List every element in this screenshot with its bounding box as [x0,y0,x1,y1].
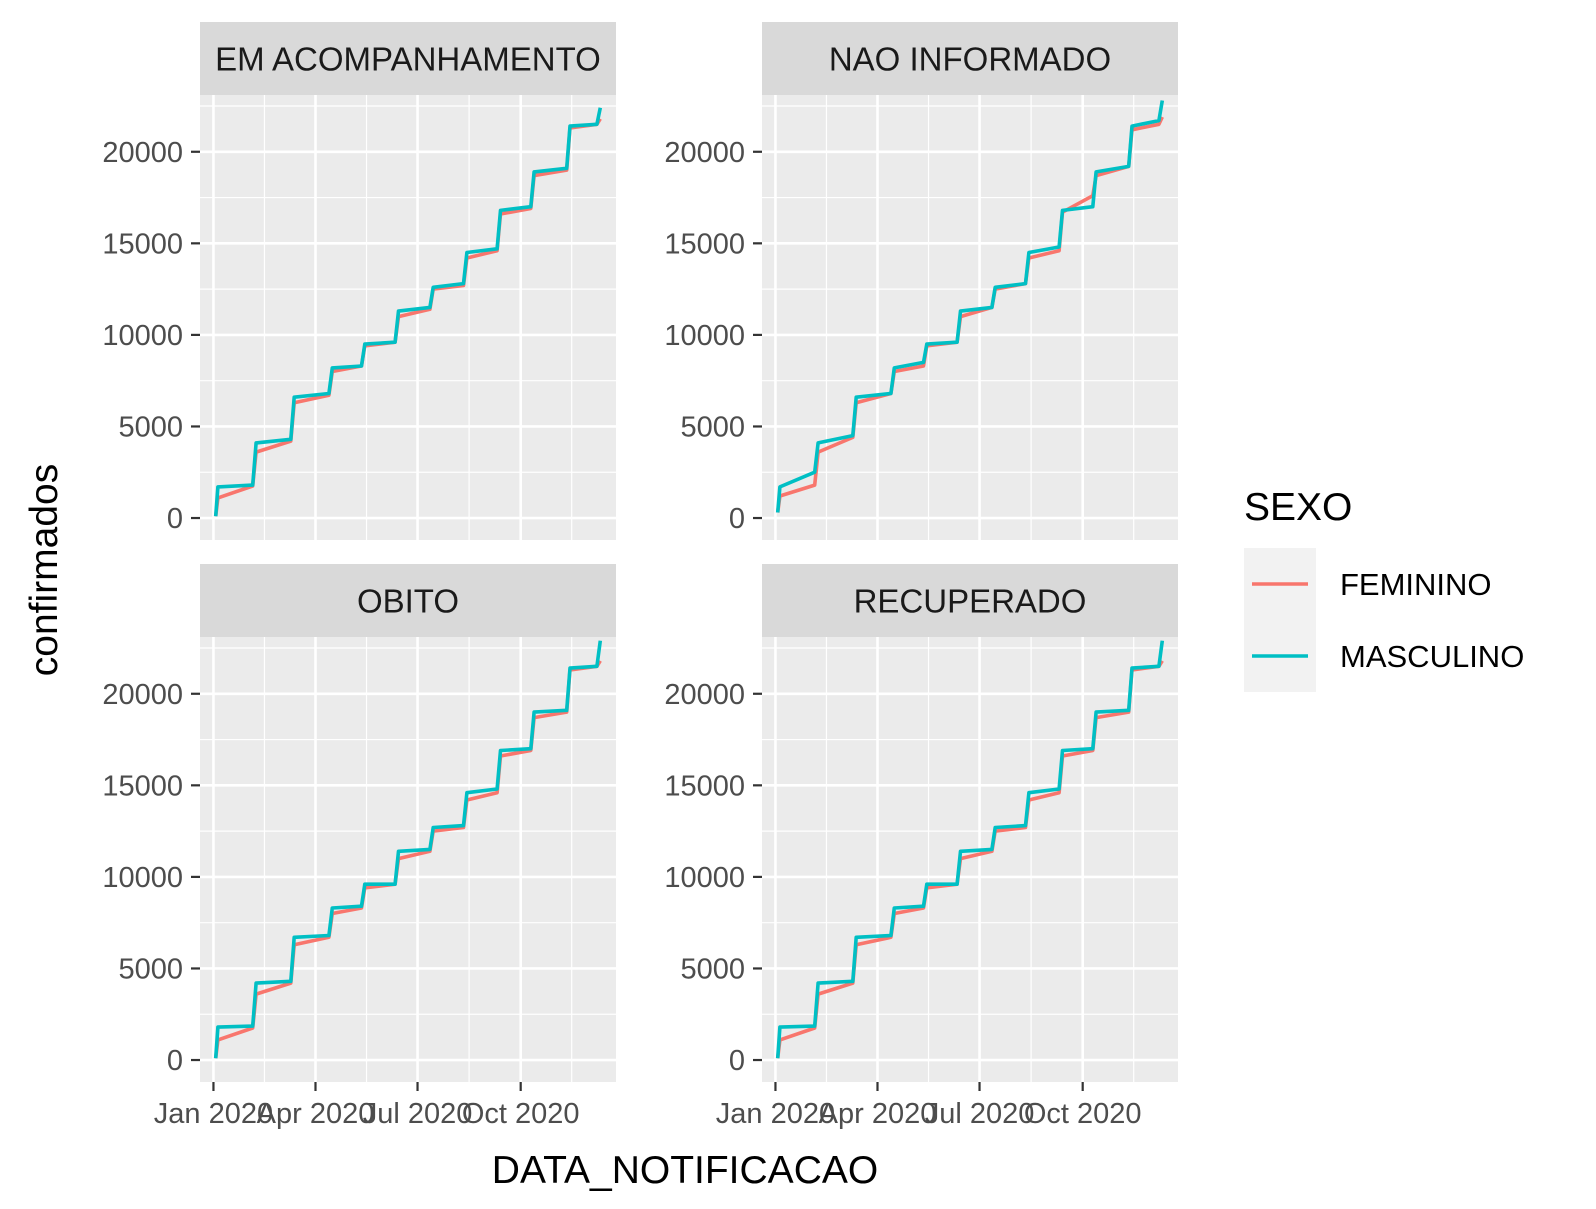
y-tick-label: 0 [729,503,745,535]
panel-recuperado: RECUPERADO 0 5000 10000 15000 20000 Jan 2020Ap… [664,564,1178,1130]
series-line-feminino [775,659,1164,1059]
legend-label-masculino: MASCULINO [1340,639,1524,674]
legend-title: SEXO [1244,486,1352,529]
series-line-feminino [213,659,602,1059]
series-line-feminino [775,116,1164,513]
y-tick-label: 5000 [680,411,745,443]
y-tick-label: 0 [729,1045,745,1077]
x-tick-label: Jan 2020 [716,1098,835,1130]
facet-strip-label: NAO INFORMADO [829,41,1111,78]
y-tick-label: 10000 [664,862,745,894]
y-tick-label: 15000 [664,770,745,802]
panel-background [762,637,1178,1082]
facet-strip-label: EM ACOMPANHAMENTO [215,41,601,78]
x-tick-label: Jul 2020 [363,1098,473,1130]
y-tick-label: 15000 [102,228,183,260]
y-tick-label: 0 [167,503,183,535]
y-tick-label: 20000 [102,137,183,169]
facet-strip-label: OBITO [357,583,459,620]
facet-strip [200,564,616,637]
y-tick-label: 10000 [102,862,183,894]
panel-nao-informado: NAO INFORMADO 0 5000 10000 15000 20000 [664,22,1178,540]
y-tick-label: 20000 [664,137,745,169]
panel-em-acompanhamento: EM ACOMPANHAMENTO 0 5000 10000 15000 20000 [102,22,616,540]
y-tick-label: 5000 [118,953,183,985]
facet-strip [200,22,616,95]
y-tick-label: 0 [167,1045,183,1077]
x-tick-label: Oct 2020 [1024,1098,1142,1130]
legend: SEXO FEMININO MASCULINO [1244,486,1524,692]
x-tick-label: Jul 2020 [925,1098,1035,1130]
x-tick-label: Oct 2020 [462,1098,580,1130]
series-line-masculino [213,640,603,1059]
legend-keys-background [1244,548,1316,692]
series-line-feminino [213,117,602,517]
series-line-masculino [775,100,1165,513]
facet-strip-label: RECUPERADO [854,583,1087,620]
y-tick-label: 20000 [664,679,745,711]
panel-background [762,95,1178,540]
y-tick-label: 10000 [664,320,745,352]
legend-label-feminino: FEMININO [1340,567,1492,602]
series-line-masculino [213,107,603,517]
x-axis-title: DATA_NOTIFICACAO [492,1149,878,1192]
series-line-masculino [775,640,1165,1059]
x-tick-label: Apr 2020 [819,1098,937,1130]
facet-strip [762,564,1178,637]
panel-background [200,95,616,540]
y-tick-label: 5000 [680,953,745,985]
x-tick-label: Apr 2020 [257,1098,375,1130]
y-tick-label: 20000 [102,679,183,711]
y-axis-title: confirmados [23,464,66,676]
x-tick-label: Jan 2020 [154,1098,273,1130]
panels-group: EM ACOMPANHAMENTO05000100001500020000NAO… [102,22,1178,1130]
y-tick-label: 5000 [118,411,183,443]
panel-background [200,637,616,1082]
y-tick-label: 10000 [102,320,183,352]
facet-strip [762,22,1178,95]
y-tick-label: 15000 [102,770,183,802]
y-tick-label: 15000 [664,228,745,260]
